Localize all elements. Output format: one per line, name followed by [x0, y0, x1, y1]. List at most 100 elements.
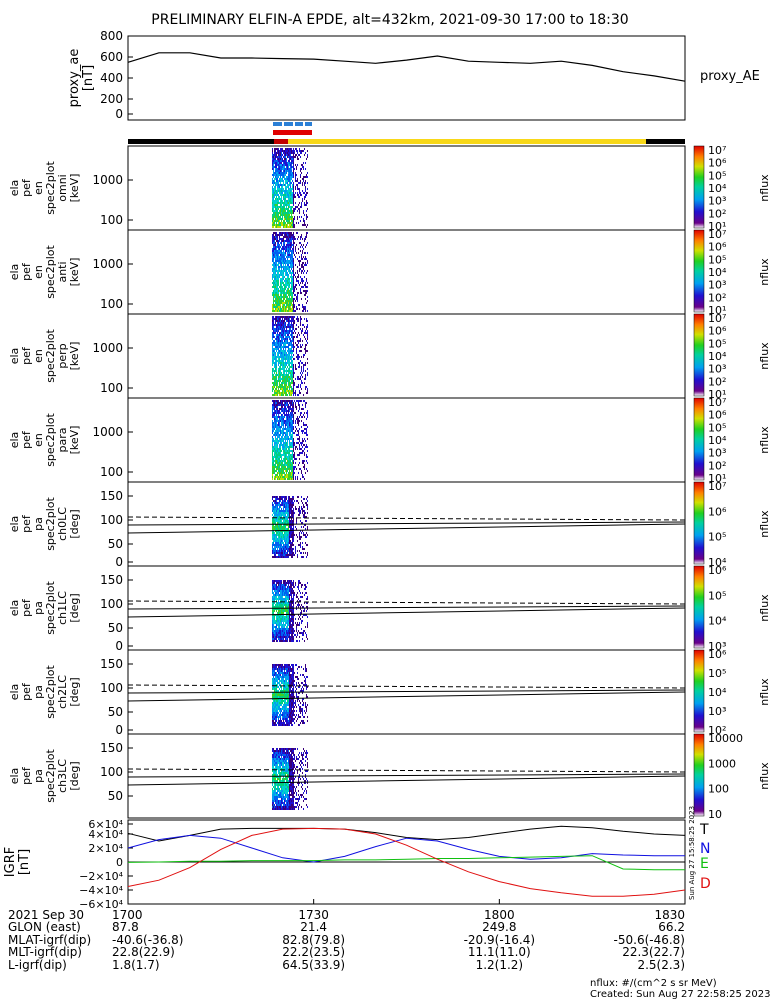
panel-y-tick-label: 1000	[92, 341, 123, 355]
colorbar-tick-label: 10⁴	[708, 266, 727, 279]
colorbar-tick-label: 10¹	[708, 388, 726, 401]
panel-pa3: ela pef pa spec2plot ch3LC [deg] 150 100 50 10000…	[8, 732, 771, 821]
igrf-y-tick-label: −4×10⁴	[79, 884, 123, 897]
igrf-series-d	[127, 827, 686, 897]
panel-ylabel-line: pef	[20, 346, 33, 365]
panel-colorbar	[693, 145, 705, 229]
colorbar-tick-label: 10³	[708, 279, 726, 292]
colorbar-label: nflux	[758, 594, 771, 622]
colorbar-label: nflux	[758, 678, 771, 706]
panel-ylabel: ela pef pa spec2plot ch2LC [deg]	[8, 665, 81, 719]
panel-y-tick-label: 150	[100, 573, 123, 587]
ephemeris-rows: 2021 Sep 30 1700 1730 1800 1830 GLON (east) 87…	[8, 899, 686, 972]
igrf-series-n	[127, 834, 685, 863]
igrf-legend-e: E	[700, 856, 709, 872]
panel-ylabel-line: perp	[56, 343, 69, 368]
colorbar-label: nflux	[758, 510, 771, 538]
loss-cone-dashed-line	[127, 600, 686, 605]
panel-ylabel-line: pef	[20, 262, 33, 281]
loss-cone-line-lower	[127, 607, 686, 618]
panel-ylabel-line: spec2plot	[44, 749, 57, 803]
igrf-y-tick-label: 2×10⁴	[88, 842, 123, 855]
panel-colorbar	[693, 649, 705, 733]
igrf-legend-d: D	[700, 876, 711, 892]
panel-frame	[127, 397, 686, 483]
colorbar-tick-label: 10⁵	[708, 253, 726, 266]
colorbar-tick-label: 10⁷	[708, 312, 726, 325]
colorbar-label: nflux	[758, 174, 771, 202]
colorbar-tick-label: 10⁴	[708, 615, 727, 628]
panel-ylabel-line: spec2plot	[44, 665, 57, 719]
panel-ylabel-line: [keV]	[68, 342, 81, 371]
panel-y-tick-label: 0	[115, 723, 123, 737]
panel-colorbar	[693, 733, 705, 817]
footer-created: Created: Sun Aug 27 22:58:25 2023	[590, 989, 770, 1000]
ephemeris-row-value: 1.8(1.7)	[112, 958, 160, 972]
panel-ylabel-line: ela	[8, 264, 21, 281]
colorbar-tick-label: 10²	[708, 207, 726, 220]
ephemeris-row-value: -50.6(-46.8)	[614, 933, 685, 947]
panel-y-tick-label: 100	[100, 597, 123, 611]
colorbar-tick-label: 10²	[708, 375, 726, 388]
panel-ylabel-line: ch3LC	[56, 759, 69, 793]
ephemeris-row-value: 22.8(22.9)	[112, 945, 175, 959]
ephemeris-row-value: 66.2	[658, 920, 685, 934]
panel-ylabel-line: ela	[8, 768, 21, 785]
panel-en1: ela pef en spec2plot omni [keV] 100010010⁷10⁶1…	[8, 144, 771, 233]
panel-ylabel-line: pef	[20, 598, 33, 617]
loss-cone-line-upper	[127, 689, 686, 694]
panel-heatmap	[272, 664, 308, 726]
igrf-legend-t: T	[699, 822, 709, 838]
panel-y-tick-label: 100	[100, 513, 123, 527]
colorbar-label: nflux	[758, 258, 771, 286]
igrf-series-e	[127, 855, 685, 871]
ephemeris-row-value: 21.4	[300, 920, 327, 934]
ae-y-tick-label: 0	[115, 107, 123, 121]
region-bars	[128, 122, 685, 144]
ephemeris-row-value: 1700	[112, 908, 143, 922]
panel-ylabel-line: [deg]	[68, 677, 81, 706]
ae-series-line	[127, 52, 686, 82]
panel-y-tick-label: 50	[108, 705, 123, 719]
igrf-y-tick-label: 0	[116, 856, 123, 869]
panel-ylabel-line: [keV]	[68, 174, 81, 203]
colorbar-tick-label: 10⁶	[708, 648, 727, 661]
panel-heatmap	[272, 496, 308, 558]
panel-ylabel-line: ch2LC	[56, 675, 69, 709]
loss-cone-line-lower	[127, 691, 686, 702]
loss-cone-dashed-line	[127, 684, 686, 689]
colorbar-tick-label: 10⁷	[708, 480, 726, 493]
panel-colorbar	[693, 565, 705, 649]
ephemeris-row-value: 249.8	[482, 920, 516, 934]
colorbar-tick-label: 10⁶	[708, 409, 727, 422]
panel-ylabel-line: pa	[32, 769, 45, 783]
panel-ylabel-line: en	[32, 433, 45, 447]
panel-ylabel-line: [deg]	[68, 509, 81, 538]
colorbar-tick-label: 10¹	[708, 220, 726, 233]
panel-y-tick-label: 50	[108, 537, 123, 551]
ae-ylabel: proxy_ae [nT]	[67, 49, 96, 108]
panel-y-tick-label: 100	[100, 381, 123, 395]
colorbar-tick-label: 10⁷	[708, 228, 726, 241]
panel-en4: ela pef en spec2plot para [keV] 100010010⁷10⁶1…	[8, 396, 771, 485]
bar-blue-dash-4	[305, 122, 312, 126]
ephemeris-row-value: 1730	[298, 908, 329, 922]
colorbar-tick-label: 10⁶	[708, 564, 727, 577]
panel-ylabel-line: [keV]	[68, 258, 81, 287]
colorbar-tick-label: 10⁴	[708, 182, 727, 195]
colorbar-tick-label: 10⁵	[708, 531, 726, 544]
panel-ylabel-line: ela	[8, 684, 21, 701]
loss-cone-line-upper	[127, 521, 686, 526]
bar-yellow	[288, 139, 646, 144]
panel-ylabel-line: pa	[32, 517, 45, 531]
panel-ylabel-line: para	[56, 428, 69, 453]
panel-ylabel-line: en	[32, 181, 45, 195]
panel-ylabel: ela pef pa spec2plot ch0LC [deg]	[8, 497, 81, 551]
panel-y-tick-label: 1000	[92, 173, 123, 187]
colorbar-tick-label: 10⁶	[708, 157, 727, 170]
panel-y-tick-label: 50	[108, 621, 123, 635]
igrf-ylabel-line1: IGRF	[3, 847, 18, 877]
panel-y-tick-label: 0	[115, 555, 123, 569]
